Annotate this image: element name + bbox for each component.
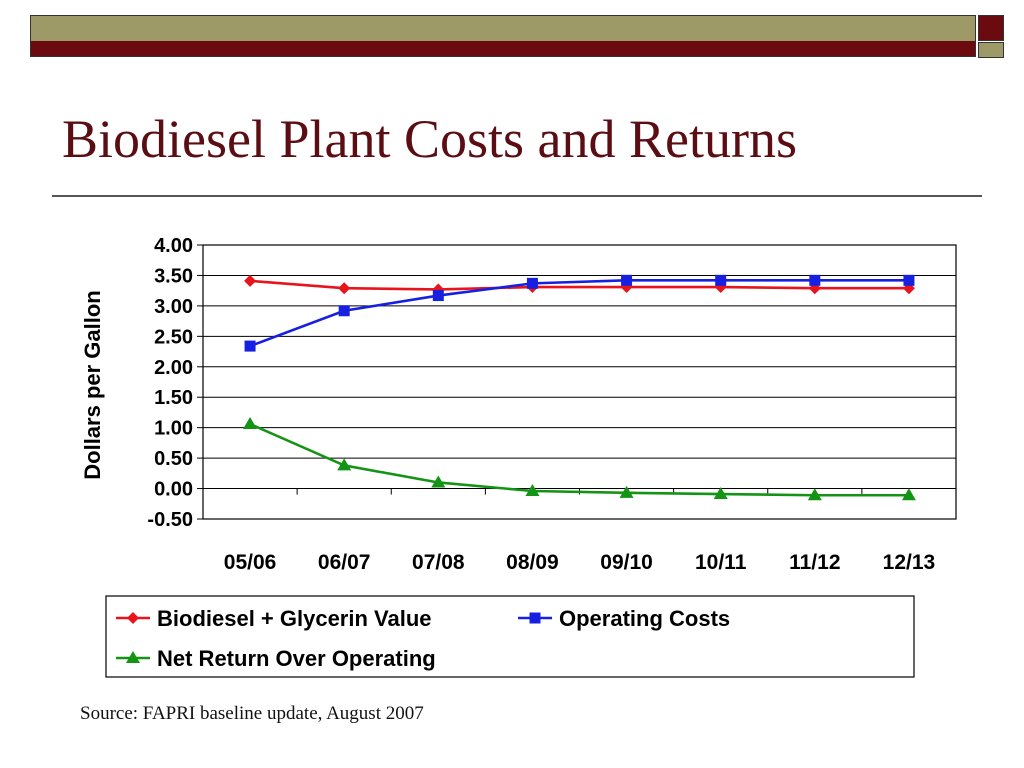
- y-tick-label: 0.00: [154, 479, 193, 501]
- y-tick-label: 3.50: [154, 265, 193, 287]
- data-point-2: [243, 417, 258, 430]
- series-line-2: [249, 422, 909, 497]
- data-point-1: [809, 274, 821, 286]
- series-line-1: [249, 279, 909, 348]
- plot-area-group: 4.00 3.50 3.00 2.50 2.00 1.50 1.00 0.50 0.00 -0.5…: [147, 235, 957, 574]
- y-tick-label: 1.50: [154, 387, 193, 409]
- legend-marker: [529, 612, 541, 624]
- y-tick-label: 3.00: [154, 296, 193, 318]
- data-point-2: [431, 475, 446, 488]
- source-note: Source: FAPRI baseline update, August 20…: [80, 703, 424, 724]
- x-tick-label: 08/09: [506, 551, 559, 574]
- y-axis-title: Dollars per Gallon: [80, 290, 105, 480]
- legend-marker: [127, 612, 139, 624]
- slide-title: Biodiesel Plant Costs and Returns: [62, 109, 797, 169]
- data-point-2: [713, 487, 728, 500]
- legend-frame: [105, 595, 915, 678]
- data-point-2: [807, 488, 822, 501]
- corner-square-olive: [978, 42, 1004, 58]
- title-divider: [52, 195, 982, 197]
- data-point-2: [901, 488, 916, 501]
- legend-label: Biodiesel + Glycerin Value: [157, 606, 432, 631]
- header-band-maroon-stripe: [31, 41, 975, 56]
- data-point-1: [715, 274, 727, 286]
- legend-marker: [126, 651, 140, 663]
- data-point-1: [338, 305, 350, 317]
- y-tick-label: 2.00: [154, 357, 193, 379]
- x-tick-label: 12/13: [883, 551, 936, 574]
- data-point-1: [903, 274, 915, 286]
- data-point-1: [526, 277, 538, 289]
- x-tick-label: 06/07: [318, 551, 371, 574]
- y-tick-label: -0.50: [147, 509, 193, 531]
- y-tick-label: 4.00: [154, 235, 193, 257]
- y-tick-label: 1.00: [154, 418, 193, 440]
- data-point-1: [621, 274, 633, 286]
- data-point-2: [337, 458, 352, 471]
- corner-square-maroon: [978, 15, 1004, 41]
- x-tick-label: 11/12: [789, 551, 840, 574]
- legend: Biodiesel + Glycerin Value Operating Cost…: [105, 595, 915, 678]
- x-tick-label: 05/06: [224, 551, 277, 574]
- data-point-0: [244, 274, 257, 287]
- x-tick-label: 10/11: [695, 551, 747, 574]
- legend-label: Net Return Over Operating: [157, 646, 436, 671]
- data-point-2: [619, 485, 634, 498]
- header-band: [30, 15, 976, 57]
- plot-frame: [202, 244, 957, 520]
- data-point-0: [338, 282, 351, 295]
- x-tick-label: 09/10: [600, 551, 653, 574]
- data-point-1: [432, 290, 444, 302]
- data-point-2: [525, 483, 540, 496]
- y-tick-label: 2.50: [154, 326, 193, 348]
- data-point-1: [244, 340, 256, 352]
- series-line-0: [249, 279, 909, 291]
- legend-label: Operating Costs: [559, 606, 730, 631]
- y-tick-label: 0.50: [154, 448, 193, 470]
- x-tick-label: 07/08: [412, 551, 465, 574]
